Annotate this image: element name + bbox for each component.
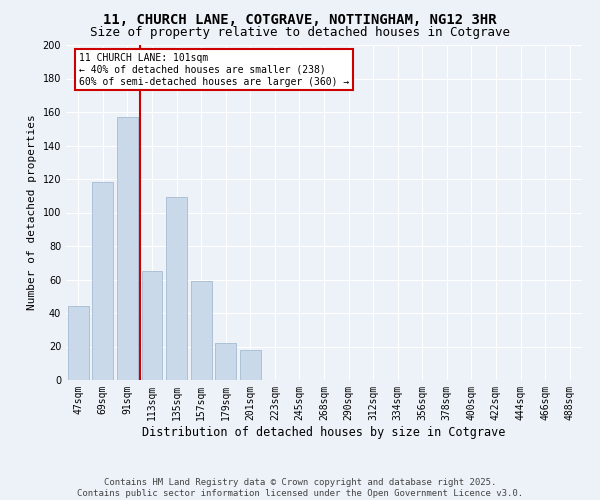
Y-axis label: Number of detached properties: Number of detached properties: [27, 114, 37, 310]
Bar: [166, 198, 187, 380]
X-axis label: Distribution of detached houses by size in Cotgrave: Distribution of detached houses by size …: [142, 426, 506, 438]
Bar: [240, 350, 261, 380]
Bar: [92, 182, 113, 380]
Bar: [117, 117, 138, 380]
Text: 11, CHURCH LANE, COTGRAVE, NOTTINGHAM, NG12 3HR: 11, CHURCH LANE, COTGRAVE, NOTTINGHAM, N…: [103, 12, 497, 26]
Text: 11 CHURCH LANE: 101sqm
← 40% of detached houses are smaller (238)
60% of semi-de: 11 CHURCH LANE: 101sqm ← 40% of detached…: [79, 54, 349, 86]
Text: Size of property relative to detached houses in Cotgrave: Size of property relative to detached ho…: [90, 26, 510, 39]
Text: Contains HM Land Registry data © Crown copyright and database right 2025.
Contai: Contains HM Land Registry data © Crown c…: [77, 478, 523, 498]
Bar: [68, 306, 89, 380]
Bar: [215, 343, 236, 380]
Bar: [191, 281, 212, 380]
Bar: [142, 271, 163, 380]
